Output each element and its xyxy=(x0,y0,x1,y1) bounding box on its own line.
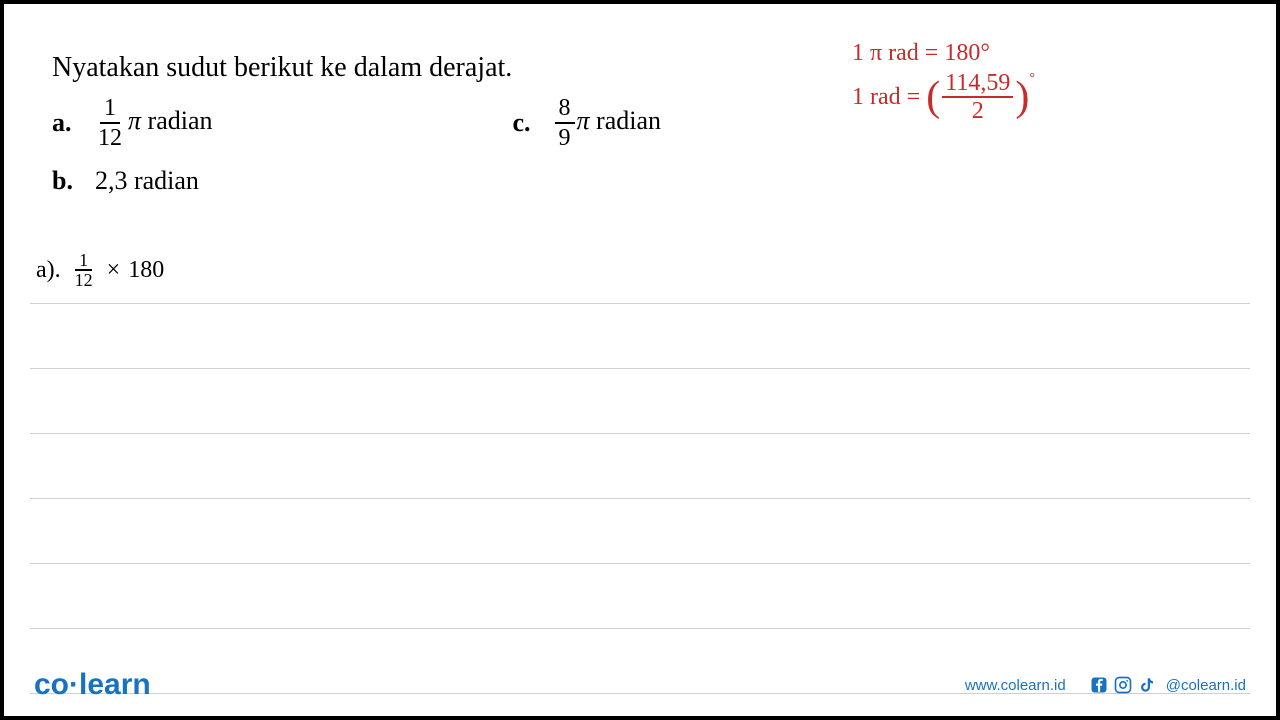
open-bracket-icon: ( xyxy=(926,76,940,118)
ruled-line xyxy=(30,239,1250,304)
option-c-numerator: 8 xyxy=(555,96,575,124)
logo: co·learn xyxy=(34,668,151,702)
option-a: a. 1 12 π radian xyxy=(52,96,213,150)
ruled-line xyxy=(30,369,1250,434)
note2-fraction: 114,59 2 xyxy=(942,71,1013,123)
note2-lhs: 1 rad xyxy=(852,84,901,111)
note-line-1: 1 π rad = 180° xyxy=(852,40,1035,67)
facebook-icon xyxy=(1090,676,1108,694)
option-c-content: 8 9 π radian xyxy=(553,96,662,150)
instagram-icon xyxy=(1114,676,1132,694)
option-row-ac: a. 1 12 π radian c. 8 9 π radian xyxy=(52,96,852,158)
logo-learn: learn xyxy=(79,668,151,701)
answer-times: × xyxy=(107,257,121,284)
handwritten-notes: 1 π rad = 180° 1 rad = ( 114,59 2 ) ° xyxy=(852,40,1035,123)
option-a-content: 1 12 π radian xyxy=(92,96,213,150)
close-bracket-icon: ) xyxy=(1015,76,1029,118)
logo-dot-icon: · xyxy=(69,668,79,701)
note2-numerator: 114,59 xyxy=(942,71,1013,98)
note1-rhs: 180° xyxy=(944,40,990,67)
option-c-suffix: radian xyxy=(590,106,661,135)
question-block: Nyatakan sudut berikut ke dalam derajat.… xyxy=(52,52,852,196)
option-a-numerator: 1 xyxy=(100,96,120,124)
footer: co·learn www.colearn.id @colearn.id xyxy=(4,668,1276,702)
note2-bracket-wrap: ( 114,59 2 ) ° xyxy=(926,71,1035,123)
option-b: b. 2,3 radian xyxy=(52,166,852,196)
content-area: Nyatakan sudut berikut ke dalam derajat.… xyxy=(4,4,1276,716)
social-block: @colearn.id xyxy=(1090,676,1246,694)
option-a-denominator: 12 xyxy=(94,124,126,150)
question-title: Nyatakan sudut berikut ke dalam derajat. xyxy=(52,52,852,84)
option-b-label: b. xyxy=(52,166,73,196)
footer-right: www.colearn.id @colearn.id xyxy=(965,676,1246,694)
option-b-text: 2,3 radian xyxy=(95,166,199,196)
note1-lhs: 1 π rad xyxy=(852,40,919,67)
note1-eq: = xyxy=(925,40,939,67)
option-c-denominator: 9 xyxy=(555,124,575,150)
note2-eq: = xyxy=(907,84,921,111)
handwritten-answer-a: a). 1 12 × 180 xyxy=(36,252,164,288)
pi-symbol: π xyxy=(128,106,141,135)
note2-denominator: 2 xyxy=(969,98,987,123)
ruled-line xyxy=(30,499,1250,564)
option-a-label: a. xyxy=(52,108,72,138)
option-c-label: c. xyxy=(513,108,533,138)
note-line-2: 1 rad = ( 114,59 2 ) ° xyxy=(852,71,1035,123)
tiktok-icon xyxy=(1138,676,1156,694)
option-a-suffix: radian xyxy=(141,106,212,135)
ruled-line xyxy=(30,564,1250,629)
option-a-fraction: 1 12 xyxy=(94,96,126,150)
social-handle: @colearn.id xyxy=(1166,677,1246,694)
logo-co: co xyxy=(34,668,69,701)
ruled-lines-container xyxy=(30,239,1250,694)
answer-denominator: 12 xyxy=(71,271,97,288)
answer-numerator: 1 xyxy=(75,252,92,271)
answer-label: a). xyxy=(36,257,61,284)
answer-fraction: 1 12 xyxy=(71,252,97,288)
ruled-line xyxy=(30,304,1250,369)
degree-symbol: ° xyxy=(1029,71,1035,87)
ruled-line xyxy=(30,434,1250,499)
pi-symbol: π xyxy=(577,106,590,135)
option-c: c. 8 9 π radian xyxy=(513,96,662,150)
answer-value: 180 xyxy=(128,257,164,284)
footer-url: www.colearn.id xyxy=(965,677,1066,694)
option-c-fraction: 8 9 xyxy=(555,96,575,150)
